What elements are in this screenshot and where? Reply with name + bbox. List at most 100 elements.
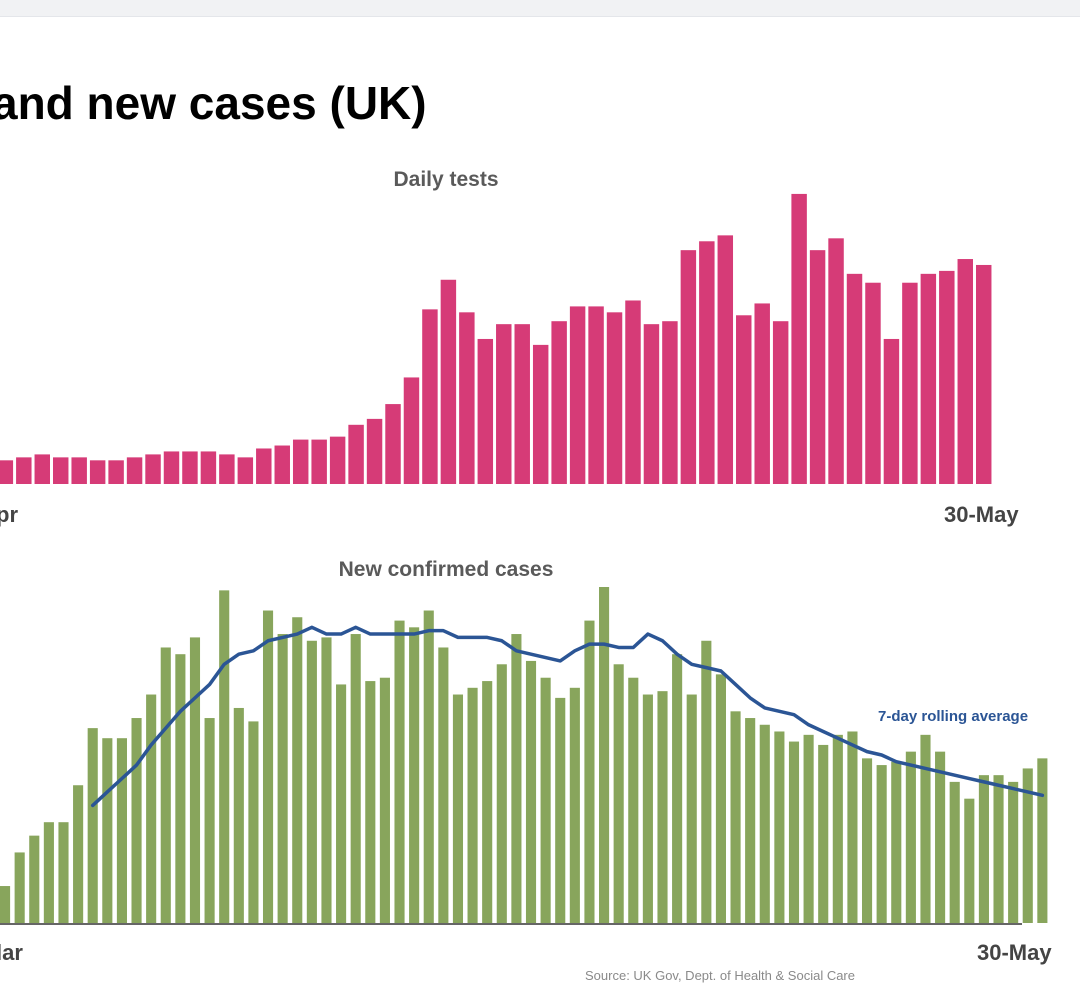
tests-bar	[625, 300, 641, 484]
cases-bar	[43, 822, 54, 923]
cases-bar	[116, 738, 127, 923]
cases-bar	[730, 711, 741, 923]
cases-bar	[292, 617, 303, 923]
cases-bar	[832, 734, 843, 923]
rolling-average-line	[90, 625, 1045, 808]
tests-bar	[680, 250, 697, 484]
cases-bar	[774, 731, 785, 923]
tests-bar	[809, 250, 826, 484]
tests-bar	[0, 460, 14, 484]
cases-bar	[394, 620, 405, 923]
cases-bar	[379, 677, 390, 923]
cases-bar	[1008, 781, 1019, 923]
cases-bar	[861, 758, 873, 923]
tests-bar	[699, 241, 715, 484]
tests-bar	[145, 454, 161, 484]
tests-bar	[772, 321, 789, 484]
cases-bar	[964, 798, 975, 923]
cases-bar	[233, 707, 244, 923]
daily-tests-chart	[0, 193, 992, 485]
tests-bar	[200, 451, 217, 484]
cases-bar	[277, 634, 288, 923]
cases-bar	[321, 637, 332, 923]
cases-bar	[248, 721, 259, 923]
tests-bar	[459, 312, 475, 484]
tests-bar	[53, 457, 69, 484]
tests-bar	[256, 448, 272, 484]
cases-bar	[788, 741, 800, 923]
cases-bar	[642, 694, 653, 923]
cases-bar	[657, 691, 668, 923]
cases-bar	[438, 647, 449, 923]
cases-bar	[715, 674, 726, 923]
tests-bar	[902, 282, 918, 484]
tests-bar	[606, 312, 623, 484]
tests-x-end-label: 30-May	[944, 502, 1019, 527]
cases-bar	[935, 751, 946, 923]
cases-bar	[336, 684, 347, 923]
cases-bar	[423, 610, 434, 923]
cases-bar	[745, 718, 756, 923]
cases-bar	[146, 694, 157, 923]
cases-bar	[350, 634, 361, 923]
cases-bar	[905, 751, 916, 923]
tests-bar	[791, 193, 807, 485]
tests-bar	[477, 338, 494, 484]
tests-bar	[329, 436, 346, 484]
tests-bar	[551, 321, 567, 484]
cases-bar	[409, 627, 420, 923]
tests-x-start-label: pr	[0, 502, 18, 527]
tests-bar	[662, 321, 678, 484]
cases-bar	[131, 718, 142, 923]
cases-bar	[876, 765, 887, 923]
cases-x-end-label: 30-May	[977, 940, 1052, 965]
tests-bar	[920, 273, 937, 484]
cases-bar	[467, 687, 478, 923]
tests-bar	[311, 439, 327, 484]
cases-bar	[993, 775, 1004, 923]
cases-bar	[701, 640, 712, 923]
cases-bar	[584, 620, 595, 923]
source-note: Source: UK Gov, Dept. of Health & Social…	[585, 968, 855, 983]
cases-bar	[540, 677, 551, 923]
tests-bar	[736, 315, 752, 484]
cases-bar	[452, 694, 464, 923]
tests-bar	[588, 306, 604, 484]
cases-bar	[978, 775, 989, 923]
new-cases-chart	[0, 587, 1048, 925]
cases-bar	[73, 785, 84, 923]
tests-bar	[643, 324, 660, 484]
tests-bar	[496, 324, 512, 484]
cases-bar	[1022, 768, 1033, 923]
cases-bar	[1037, 758, 1048, 923]
tests-bar	[16, 457, 32, 484]
tests-bar	[846, 273, 863, 484]
cases-x-start-label: lar	[0, 940, 23, 965]
cases-bar	[628, 677, 639, 923]
cases-bar	[555, 697, 566, 923]
rolling-average-label: 7-day rolling average	[878, 708, 1029, 725]
tests-bar	[274, 445, 290, 484]
tests-bar	[532, 344, 549, 484]
tests-bar	[385, 404, 401, 484]
tests-bar	[569, 306, 586, 484]
page-title: and new cases (UK)	[0, 77, 427, 129]
tests-bar	[163, 451, 180, 484]
cases-bar	[204, 718, 215, 923]
cases-bar	[175, 654, 186, 923]
tests-bar	[883, 338, 900, 484]
cases-bar	[29, 835, 40, 923]
tests-bar	[89, 460, 106, 484]
tests-bar	[182, 451, 198, 484]
tests-bar	[957, 259, 973, 484]
cases-bar	[511, 634, 522, 923]
cases-bar	[58, 822, 69, 923]
cases-bar	[306, 640, 317, 923]
tests-bar	[440, 279, 457, 484]
cases-bar	[672, 654, 683, 923]
tests-bar	[219, 454, 235, 484]
tests-bar	[34, 454, 50, 484]
cases-bar	[599, 587, 610, 923]
tests-bar	[828, 238, 844, 484]
daily-tests-subtitle: Daily tests	[393, 168, 499, 191]
